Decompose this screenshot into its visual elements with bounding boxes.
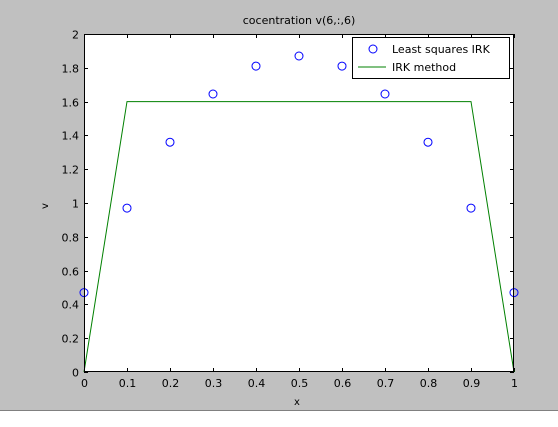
chart-title: cocentration v(6,:,6)	[243, 14, 356, 27]
data-point-least-squares	[294, 51, 304, 61]
y-tick-label: 1.2	[62, 164, 80, 177]
y-tick-label: 1	[72, 198, 79, 211]
data-point-least-squares	[122, 203, 132, 213]
x-tick-label: 0.1	[119, 377, 137, 390]
x-tick-label: 0.9	[463, 377, 481, 390]
x-axis-label: x	[294, 397, 300, 408]
x-tick-label: 0	[81, 377, 88, 390]
x-tick-label: 0.7	[377, 377, 395, 390]
x-tick-label: 0.4	[248, 377, 266, 390]
bottom-strip	[0, 410, 558, 423]
data-point-least-squares	[208, 89, 218, 99]
data-point-least-squares	[380, 89, 390, 99]
y-tick-label: 0.2	[62, 333, 80, 346]
x-tick-label: 0.2	[162, 377, 180, 390]
legend-label-irk: IRK method	[392, 61, 456, 74]
series-line-irk-method	[83, 101, 515, 373]
axes-box	[84, 34, 514, 372]
ticks-layer: 0 0.1 0.2 0.3 0.4 0.5 0.6 0.7 0.8 0.9 1 0 0.2 0.4 0.6 0…	[62, 29, 519, 391]
y-tick-label: 0	[72, 367, 79, 380]
data-point-least-squares	[423, 137, 433, 147]
legend: Least squares IRK IRK method	[352, 37, 510, 79]
axes-area	[84, 34, 514, 372]
x-tick-label: 0.8	[420, 377, 438, 390]
y-tick-label: 0.4	[62, 299, 80, 312]
x-tick-label: 1	[511, 377, 518, 390]
y-tick-label: 2	[72, 29, 79, 42]
x-tick-label: 0.6	[334, 377, 352, 390]
y-axis-label: v	[40, 203, 51, 209]
data-point-least-squares	[337, 61, 347, 71]
legend-box	[352, 37, 510, 79]
legend-marker-least-squares	[368, 44, 378, 54]
x-tick-label: 0.5	[291, 377, 309, 390]
data-point-least-squares	[251, 61, 261, 71]
y-tick-label: 1.4	[62, 130, 80, 143]
data-point-least-squares	[466, 203, 476, 213]
y-tick-label: 1.6	[62, 97, 80, 110]
data-point-least-squares	[165, 137, 175, 147]
x-tick-label: 0.3	[205, 377, 223, 390]
legend-label-least-squares: Least squares IRK	[392, 43, 491, 56]
y-tick-label: 0.6	[62, 266, 80, 279]
y-tick-label: 1.8	[62, 63, 80, 76]
y-tick-label: 0.8	[62, 232, 80, 245]
